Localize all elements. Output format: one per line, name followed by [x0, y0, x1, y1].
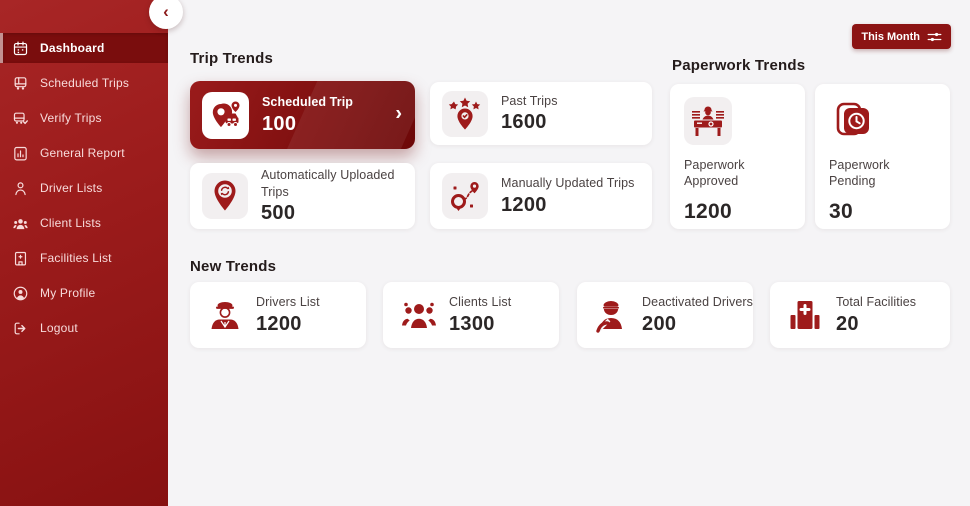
stat-card-paperwork-pending[interactable]: Paperwork Pending 30 [815, 84, 950, 229]
stat-value: 100 [262, 112, 297, 135]
main-content: This Month Trip Trends Paperwork Trends … [168, 0, 970, 506]
bus-check-icon [12, 110, 29, 127]
deactivated-driver-icon [594, 297, 629, 333]
sidebar-item-my-profile[interactable]: My Profile [0, 278, 168, 308]
sidebar-item-client-lists[interactable]: Client Lists [0, 208, 168, 238]
clients-group-icon [400, 297, 436, 333]
stat-label: Total Facilities [836, 295, 917, 310]
sidebar-collapse-button[interactable]: ‹ [149, 0, 183, 29]
sliders-icon [927, 32, 942, 41]
stat-value: 200 [642, 312, 677, 335]
sidebar-item-logout[interactable]: Logout [0, 313, 168, 343]
stat-label: Paperwork Approved [684, 158, 745, 189]
stat-card-total-facilities[interactable]: Total Facilities 20 [770, 282, 950, 348]
sidebar-item-scheduled-trips[interactable]: Scheduled Trips [0, 68, 168, 98]
stat-label: Clients List [449, 295, 512, 310]
sidebar-item-general-report[interactable]: General Report [0, 138, 168, 168]
this-month-filter-button[interactable]: This Month [852, 24, 951, 49]
sidebar-item-label: Dashboard [40, 41, 105, 55]
sidebar-nav: Dashboard Scheduled Trips Verify Trips G… [0, 33, 168, 343]
person-icon [12, 180, 29, 197]
calendar-icon [12, 40, 29, 57]
sidebar-item-label: Scheduled Trips [40, 76, 130, 90]
sidebar-item-label: Logout [40, 321, 78, 335]
stat-label: Paperwork Pending [829, 158, 890, 189]
chevron-left-icon: ‹ [163, 1, 169, 21]
people-icon [12, 215, 29, 232]
sidebar-item-label: Facilities List [40, 251, 112, 265]
sidebar-item-verify-trips[interactable]: Verify Trips [0, 103, 168, 133]
bus-icon [12, 75, 29, 92]
sidebar: Dashboard Scheduled Trips Verify Trips G… [0, 0, 168, 506]
sidebar-item-label: Client Lists [40, 216, 102, 230]
approver-desk-icon [684, 97, 732, 145]
stat-card-clients-list[interactable]: Clients List 1300 [383, 282, 559, 348]
stat-value: 1200 [256, 312, 302, 335]
chevron-right-icon[interactable]: › [395, 102, 402, 125]
documents-clock-icon [829, 97, 877, 145]
section-title-new-trends: New Trends [190, 258, 277, 275]
stat-label: Manually Updated Trips [501, 176, 635, 191]
stat-value: 1600 [501, 111, 547, 134]
pin-stars-check-icon [442, 90, 488, 137]
stat-card-scheduled-trip[interactable]: Scheduled Trip 100 › [190, 81, 415, 149]
stat-card-automatically-uploaded-trips[interactable]: Automatically Uploaded Trips 500 [190, 163, 415, 229]
route-pin-icon [442, 173, 488, 219]
hospital-building-icon [787, 297, 823, 333]
sidebar-item-label: Verify Trips [40, 111, 102, 125]
logout-icon [12, 320, 29, 337]
section-title-paperwork-trends: Paperwork Trends [672, 57, 806, 74]
stat-label: Past Trips [501, 93, 558, 108]
stat-value: 1300 [449, 312, 495, 335]
sidebar-item-dashboard[interactable]: Dashboard [0, 33, 168, 63]
stat-card-manually-updated-trips[interactable]: Manually Updated Trips 1200 [430, 163, 652, 229]
stat-value: 500 [261, 201, 296, 224]
driver-cap-icon [207, 297, 243, 333]
stat-card-past-trips[interactable]: Past Trips 1600 [430, 82, 652, 145]
person-circle-icon [12, 285, 29, 302]
sidebar-item-label: My Profile [40, 286, 96, 300]
stat-label: Deactivated Drivers [642, 295, 753, 310]
pin-sync-icon [202, 173, 248, 219]
filter-button-label: This Month [861, 30, 920, 43]
stat-value: 1200 [684, 199, 732, 223]
stat-card-deactivated-drivers[interactable]: Deactivated Drivers 200 [577, 282, 753, 348]
stat-value: 20 [836, 312, 859, 335]
report-icon [12, 145, 29, 162]
stat-card-drivers-list[interactable]: Drivers List 1200 [190, 282, 366, 348]
stat-label: Automatically Uploaded Trips [261, 168, 395, 199]
stat-card-paperwork-approved[interactable]: Paperwork Approved 1200 [670, 84, 805, 229]
stat-value: 30 [829, 199, 853, 223]
sidebar-item-label: Driver Lists [40, 181, 103, 195]
section-title-trip-trends: Trip Trends [190, 50, 274, 67]
stat-label: Scheduled Trip [262, 95, 353, 110]
sidebar-item-label: General Report [40, 146, 125, 160]
stat-label: Drivers List [256, 295, 320, 310]
sidebar-item-driver-lists[interactable]: Driver Lists [0, 173, 168, 203]
stat-value: 1200 [501, 193, 547, 216]
building-icon [12, 250, 29, 267]
pin-truck-icon [202, 91, 249, 139]
sidebar-item-facilities-list[interactable]: Facilities List [0, 243, 168, 273]
